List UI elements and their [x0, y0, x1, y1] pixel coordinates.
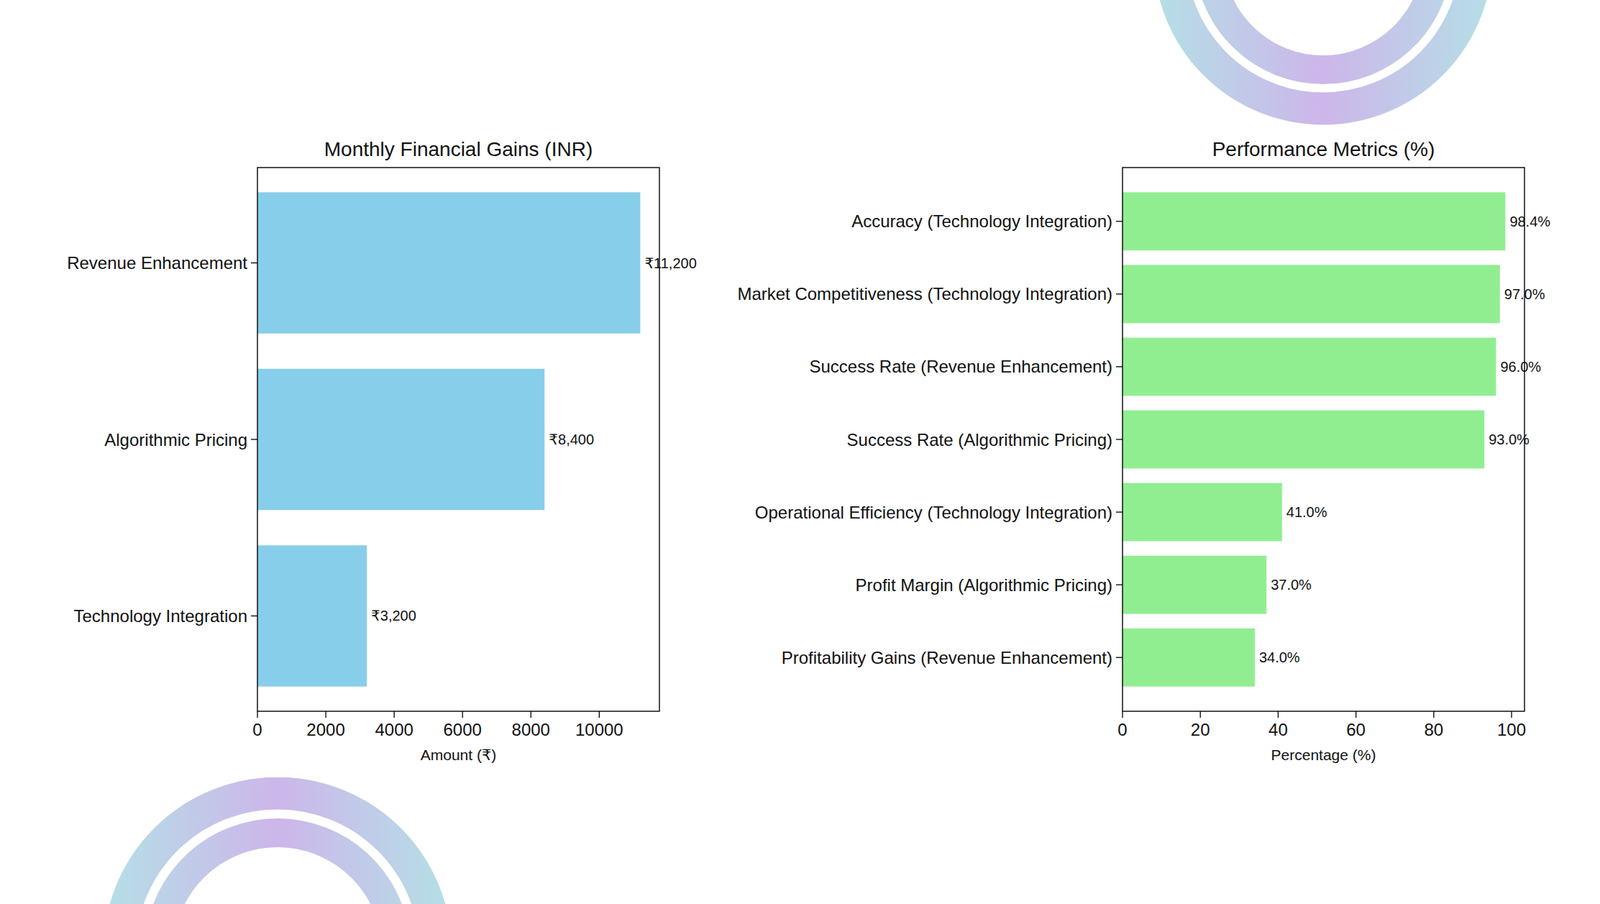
- data-label: 93.0%: [1488, 431, 1530, 448]
- data-label: ₹11,200: [644, 255, 697, 272]
- tick: [393, 711, 395, 718]
- panel: Revenue Enhancement Algorithmic Pricing Te…: [66, 138, 697, 763]
- category-label: Success Rate (Revenue Enhancement): [808, 356, 1113, 377]
- category-tick: [1116, 293, 1123, 295]
- bar: [1122, 264, 1501, 323]
- category-label: Profitability Gains (Revenue Enhancement…: [781, 647, 1113, 668]
- frame: [257, 167, 660, 712]
- tick: [1510, 711, 1512, 718]
- tick: [325, 711, 326, 718]
- tick-label: 4000: [374, 719, 413, 740]
- bar: [257, 368, 545, 510]
- canvas: Revenue Enhancement Algorithmic Pricing Te…: [0, 0, 1600, 904]
- category-tick: [1116, 220, 1123, 222]
- bars: [1122, 192, 1506, 687]
- category-label: Operational Efficiency (Technology Integ…: [755, 502, 1113, 523]
- axis-title: Percentage (%): [1271, 746, 1377, 763]
- category-label: Technology Integration: [74, 606, 249, 626]
- category-label: Profit Margin (Algorithmic Pricing): [855, 575, 1113, 595]
- tick-label: 2000: [306, 719, 345, 740]
- bar: [1122, 483, 1283, 542]
- ring: [158, 832, 397, 904]
- decoration: [119, 793, 436, 904]
- ring: [1208, 0, 1438, 70]
- data-label: ₹3,200: [371, 607, 417, 624]
- tick: [462, 711, 464, 718]
- axis-title: Amount (₹): [420, 746, 497, 763]
- category-tick: [1116, 438, 1123, 440]
- tick-label: 10000: [575, 719, 624, 740]
- tick-label: 60: [1346, 719, 1366, 740]
- ring: [119, 793, 436, 904]
- tick-label: 8000: [512, 719, 551, 740]
- tick: [1355, 711, 1357, 718]
- bar: [257, 192, 640, 333]
- data-label: 37.0%: [1270, 576, 1312, 593]
- category-tick: [1116, 511, 1123, 512]
- title: Performance Metrics (%): [1212, 138, 1436, 161]
- tick-label: 80: [1423, 719, 1444, 740]
- tick-label: 0: [252, 719, 262, 740]
- tick: [1121, 711, 1123, 718]
- bar: [1122, 192, 1506, 251]
- bar: [1122, 410, 1485, 469]
- tick: [599, 711, 600, 718]
- data-label: 41.0%: [1286, 504, 1328, 520]
- category-tick: [250, 438, 258, 440]
- bar: [1122, 628, 1255, 687]
- tick: [1277, 711, 1279, 718]
- category-tick: [250, 262, 258, 264]
- tick: [256, 711, 258, 718]
- category-label: Market Competitiveness (Technology Integ…: [737, 284, 1113, 304]
- category-tick: [1116, 583, 1123, 585]
- tick-label: 6000: [443, 719, 482, 740]
- tick: [1200, 711, 1201, 718]
- category-label: Revenue Enhancement: [66, 253, 248, 273]
- bar: [1122, 555, 1267, 615]
- category-tick: [1116, 657, 1123, 658]
- tick-label: 20: [1190, 719, 1211, 740]
- tick-label: 100: [1497, 719, 1526, 740]
- category-label: Success Rate (Algorithmic Pricing): [847, 430, 1113, 450]
- bars: [257, 192, 640, 687]
- category-tick: [1116, 366, 1123, 367]
- data-label: ₹8,400: [548, 431, 594, 448]
- category-label: Algorithmic Pricing: [104, 430, 248, 450]
- tick: [530, 711, 532, 718]
- category-tick: [250, 615, 258, 617]
- frame: [1122, 167, 1525, 712]
- data-label: 98.4%: [1509, 213, 1551, 230]
- category-label: Accuracy (Technology Integration): [851, 211, 1113, 231]
- ring: [1169, 0, 1477, 109]
- tick: [1433, 711, 1434, 718]
- data-label: 34.0%: [1259, 649, 1301, 666]
- data-label: 96.0%: [1500, 358, 1542, 375]
- panel: Accuracy (Technology Integration) Market …: [737, 138, 1551, 763]
- tick-label: 40: [1268, 719, 1288, 740]
- bar: [1122, 337, 1496, 397]
- bar: [257, 545, 367, 687]
- title: Monthly Financial Gains (INR): [324, 138, 593, 161]
- tick-label: 0: [1117, 719, 1127, 740]
